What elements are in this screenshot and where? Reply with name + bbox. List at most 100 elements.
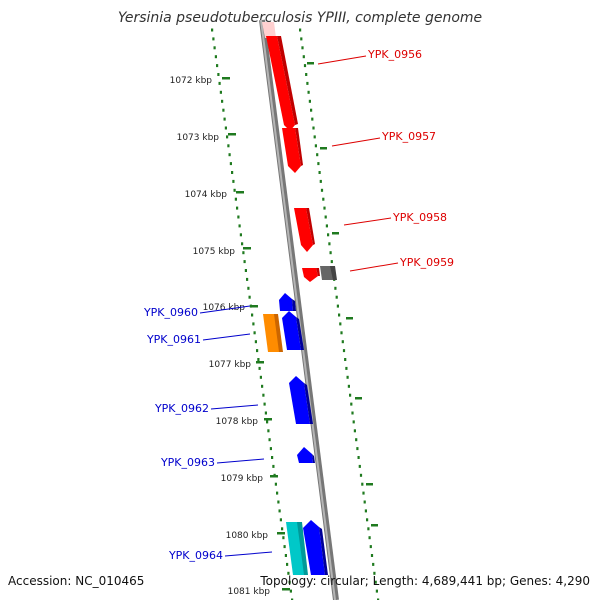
gene-ypk0958-shadow: [306, 208, 315, 245]
track-dot: [361, 482, 364, 486]
track-dot: [254, 340, 257, 344]
track-dot: [366, 518, 369, 522]
track-dot: [335, 295, 338, 299]
track-dot: [233, 188, 236, 192]
track-dot: [318, 171, 321, 174]
track-dot: [218, 81, 221, 85]
gene-ypk0961-orange-shadow: [274, 314, 283, 352]
gene-ypk0956: [266, 36, 295, 131]
track-dot: [303, 64, 307, 68]
kbp-label: 1079 kbp: [221, 474, 264, 484]
track-dot: [236, 206, 239, 210]
kbp-label: 1072 kbp: [170, 76, 213, 86]
track-dot: [320, 188, 324, 192]
track-dot: [237, 215, 240, 219]
track-dot: [213, 46, 216, 50]
track-dot: [266, 420, 269, 424]
track-dot: [314, 144, 317, 148]
track-dot: [312, 126, 315, 130]
track-dot: [347, 384, 350, 388]
track-dot: [264, 411, 267, 415]
track-dot: [223, 117, 226, 121]
track-dot: [243, 260, 246, 264]
track-dot: [263, 402, 266, 406]
track-dot: [242, 251, 245, 255]
track-dot: [247, 286, 250, 290]
track-dot: [305, 73, 308, 76]
track-dot: [342, 349, 346, 353]
track-dot: [346, 375, 349, 379]
track-dot: [291, 598, 294, 600]
gene-labels-right: YPK_0956 YPK_0957 YPK_0958 YPK_0959: [317, 48, 454, 272]
track-dot: [307, 90, 310, 94]
gene-ypk0962-shadow: [304, 383, 313, 424]
gene-ypk0958: [294, 208, 313, 252]
kbp-label: 1074 kbp: [185, 190, 228, 200]
track-dot: [374, 580, 377, 584]
gene-label: YPK_0958: [392, 211, 447, 224]
track-dot: [300, 37, 303, 41]
track-dot: [353, 429, 356, 433]
track-dot: [229, 162, 232, 166]
track-dot: [269, 447, 272, 451]
track-dot: [350, 402, 353, 406]
track-dot: [328, 242, 331, 246]
track-dot: [317, 162, 320, 166]
track-dot: [227, 144, 230, 148]
track-dot: [257, 358, 260, 361]
track-dot: [261, 384, 264, 388]
track-dot: [306, 81, 309, 85]
track-dot: [339, 322, 342, 326]
track-dot: [351, 411, 354, 415]
gene-ypk0961-shadow: [296, 317, 304, 350]
gene-ypk0956-shadow: [277, 36, 298, 125]
track-dot: [352, 420, 355, 424]
track-dot: [341, 340, 344, 344]
track-dot: [268, 438, 271, 442]
gene-ypk0964-shadow: [319, 527, 328, 575]
track-dot: [311, 117, 314, 121]
track-dot: [340, 331, 343, 335]
track-dot: [231, 171, 234, 174]
kbp-label: 1081 kbp: [228, 587, 271, 597]
track-dot: [356, 447, 359, 451]
track-dot: [359, 473, 363, 477]
track-dot: [336, 304, 339, 308]
track-dot: [239, 233, 242, 237]
track-dot: [248, 295, 251, 299]
track-dot: [278, 509, 281, 513]
track-dot: [330, 260, 333, 264]
track-dot: [228, 153, 231, 157]
track-dot: [244, 269, 247, 272]
track-dot: [277, 500, 280, 504]
track-dot: [221, 99, 224, 103]
gene-ypk0963-shadow: [312, 454, 315, 463]
track-dot: [279, 518, 282, 522]
genome-backbone: [259, 19, 339, 600]
kbp-label: 1078 kbp: [216, 417, 259, 427]
track-dot: [299, 28, 302, 32]
track-dot: [252, 322, 255, 326]
track-dot: [241, 242, 244, 246]
track-dot: [319, 179, 322, 183]
track-dot: [368, 536, 371, 540]
track-dot: [362, 491, 365, 495]
track-dot: [289, 589, 292, 593]
track-dot: [357, 456, 360, 459]
track-dot: [281, 527, 284, 531]
genes-left: [263, 293, 328, 575]
track-dot: [324, 215, 327, 219]
gene-label: YPK_0962: [154, 402, 209, 415]
track-dot: [308, 99, 311, 103]
gene-labels-left: YPK_0960 YPK_0961 YPK_0962 YPK_0963 YPK_…: [143, 305, 273, 562]
gene-ypk0957: [282, 128, 301, 173]
track-dot: [344, 358, 347, 361]
track-dot: [212, 37, 215, 41]
track-dot: [274, 482, 277, 486]
track-dot: [283, 545, 286, 549]
track-dot: [338, 313, 341, 317]
gene-ypk0961: [282, 311, 301, 350]
dotted-tracks: [211, 28, 380, 600]
gene-label: YPK_0963: [160, 456, 215, 469]
